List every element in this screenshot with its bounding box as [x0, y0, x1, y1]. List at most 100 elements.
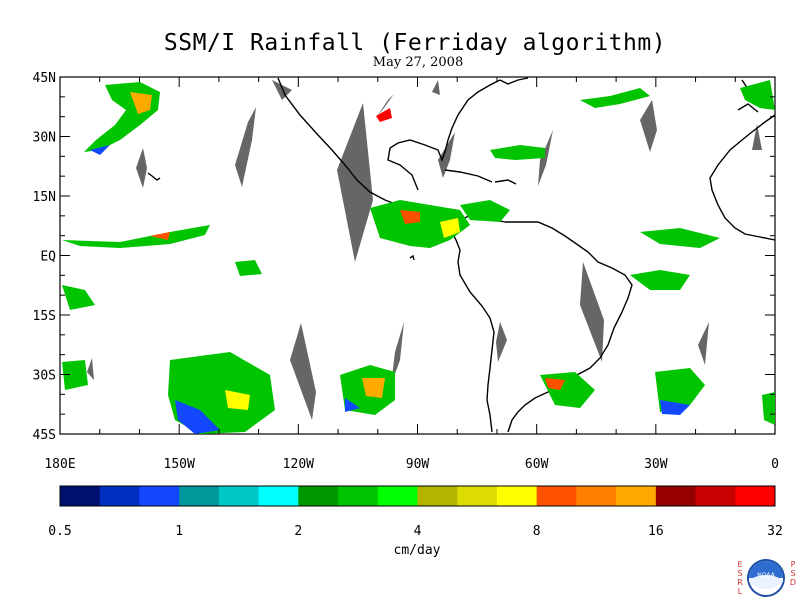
lat-tick-label: 15S: [33, 309, 56, 324]
rain-patch: [62, 285, 95, 310]
lon-tick-label: 150W: [164, 457, 195, 472]
lon-tick-label: 180E: [44, 457, 75, 472]
rain-patch: [640, 228, 720, 248]
swath-gap: [272, 80, 292, 100]
rain-patch: [90, 145, 110, 155]
lat-tick-label: EQ: [40, 250, 56, 265]
rain-patch: [175, 400, 220, 434]
lat-tick-label: 45N: [33, 71, 56, 86]
rain-patch: [235, 260, 262, 276]
colorbar-swatch: [139, 486, 180, 506]
rain-patch: [130, 92, 152, 114]
logo-letter: R: [737, 578, 743, 587]
rain-patch: [655, 368, 705, 412]
rain-patch: [150, 232, 170, 240]
cuba: [444, 169, 493, 183]
swath-gap: [87, 358, 94, 380]
missing-data-swaths: [87, 80, 762, 420]
rain-patch: [762, 392, 775, 425]
logo-letter: P: [790, 560, 796, 569]
colorbar-swatch: [576, 486, 617, 506]
rain-patch: [740, 80, 775, 110]
colorbar-swatch: [179, 486, 220, 506]
swath-gap: [698, 322, 709, 365]
lat-tick-label: 45S: [33, 428, 56, 443]
south-america-east-coast: [505, 221, 633, 433]
swath-gap: [438, 132, 455, 178]
colorbar-tick-label: 8: [533, 524, 541, 539]
swath-gap: [391, 322, 404, 385]
lon-tick-label: 60W: [525, 457, 549, 472]
emblem-text: NOAA: [757, 572, 775, 579]
logo-letter: L: [737, 587, 743, 596]
colorbar-swatch: [60, 486, 101, 506]
colorbar: [59, 485, 776, 507]
colorbar-swatch: [258, 486, 299, 506]
colorbar-swatch: [99, 486, 140, 506]
rain-patch: [400, 210, 420, 224]
colorbar-swatch: [695, 486, 736, 506]
lat-tick-label: 15N: [33, 190, 56, 205]
colorbar-frame: [59, 485, 776, 507]
lon-tick-label: 90W: [406, 457, 430, 472]
colorbar-labels: 0.5 1 2 4 8 16 32: [48, 524, 783, 539]
rain-patch: [545, 378, 565, 390]
rain-patch: [440, 218, 460, 238]
rain-patch: [580, 88, 650, 108]
colorbar-swatch: [377, 486, 418, 506]
colorbar-swatch: [298, 486, 339, 506]
colorbar-units: cm/day: [394, 543, 441, 558]
hawaii: [147, 172, 161, 181]
logo-letter: D: [789, 578, 797, 587]
swath-gap: [640, 100, 657, 152]
swath-gap: [580, 262, 604, 362]
colorbar-swatch: [218, 486, 260, 506]
swath-gap: [235, 107, 256, 187]
south-america-coast: [451, 231, 495, 433]
colorbar-tick-label: 1: [175, 524, 183, 539]
colorbar-tick-label: 2: [294, 524, 302, 539]
galapagos: [409, 254, 415, 261]
lon-tick-label: 30W: [644, 457, 668, 472]
rain-patch: [460, 200, 510, 222]
colorbar-swatch: [536, 486, 577, 506]
colorbar-swatch: [735, 486, 776, 506]
rain-patch: [225, 390, 250, 410]
east-coast: [499, 77, 529, 85]
swath-gap: [376, 94, 394, 118]
swath-gap: [538, 130, 553, 186]
swath-gap: [337, 103, 373, 262]
colorbar-tick-label: 32: [767, 524, 783, 539]
rain-patch: [62, 225, 210, 248]
chart-subtitle: May 27, 2008: [372, 55, 464, 70]
chart-title: SSM/I Rainfall (Ferriday algorithm): [163, 30, 667, 56]
rain-patch: [62, 360, 88, 390]
colorbar-swatch: [655, 486, 697, 506]
africa-coast: [709, 114, 776, 241]
logo-letter: S: [790, 569, 796, 578]
swath-gap: [752, 124, 762, 150]
colorbar-tick-label: 16: [648, 524, 664, 539]
rain-patch: [376, 108, 392, 122]
esrl-psd-logo: E S R L NOAA P S D: [733, 556, 799, 600]
rain-patch: [630, 270, 690, 290]
swath-gap: [496, 322, 507, 362]
latitude-axis: 45N 30N 15N EQ 15S 30S 45S: [33, 71, 775, 443]
colorbar-swatch: [496, 486, 538, 506]
hispaniola: [494, 179, 517, 185]
colorbar-swatch: [417, 486, 458, 506]
logo-left-letters: E S R L: [736, 560, 744, 596]
colorbar-swatch: [457, 486, 498, 506]
longitude-axis: 180E 150W 120W 90W 60W 30W 0: [44, 77, 779, 472]
logo-letter: S: [737, 569, 743, 578]
colorbar-tick-label: 4: [414, 524, 422, 539]
lon-tick-label: 0: [771, 457, 779, 472]
colorbar-swatch: [338, 486, 379, 506]
swath-gap: [432, 80, 440, 95]
rain-patch: [362, 378, 385, 398]
rain-patch: [345, 398, 360, 412]
swath-gap: [136, 148, 147, 188]
rainfall-patches: [62, 80, 775, 434]
lat-tick-label: 30N: [33, 131, 56, 146]
